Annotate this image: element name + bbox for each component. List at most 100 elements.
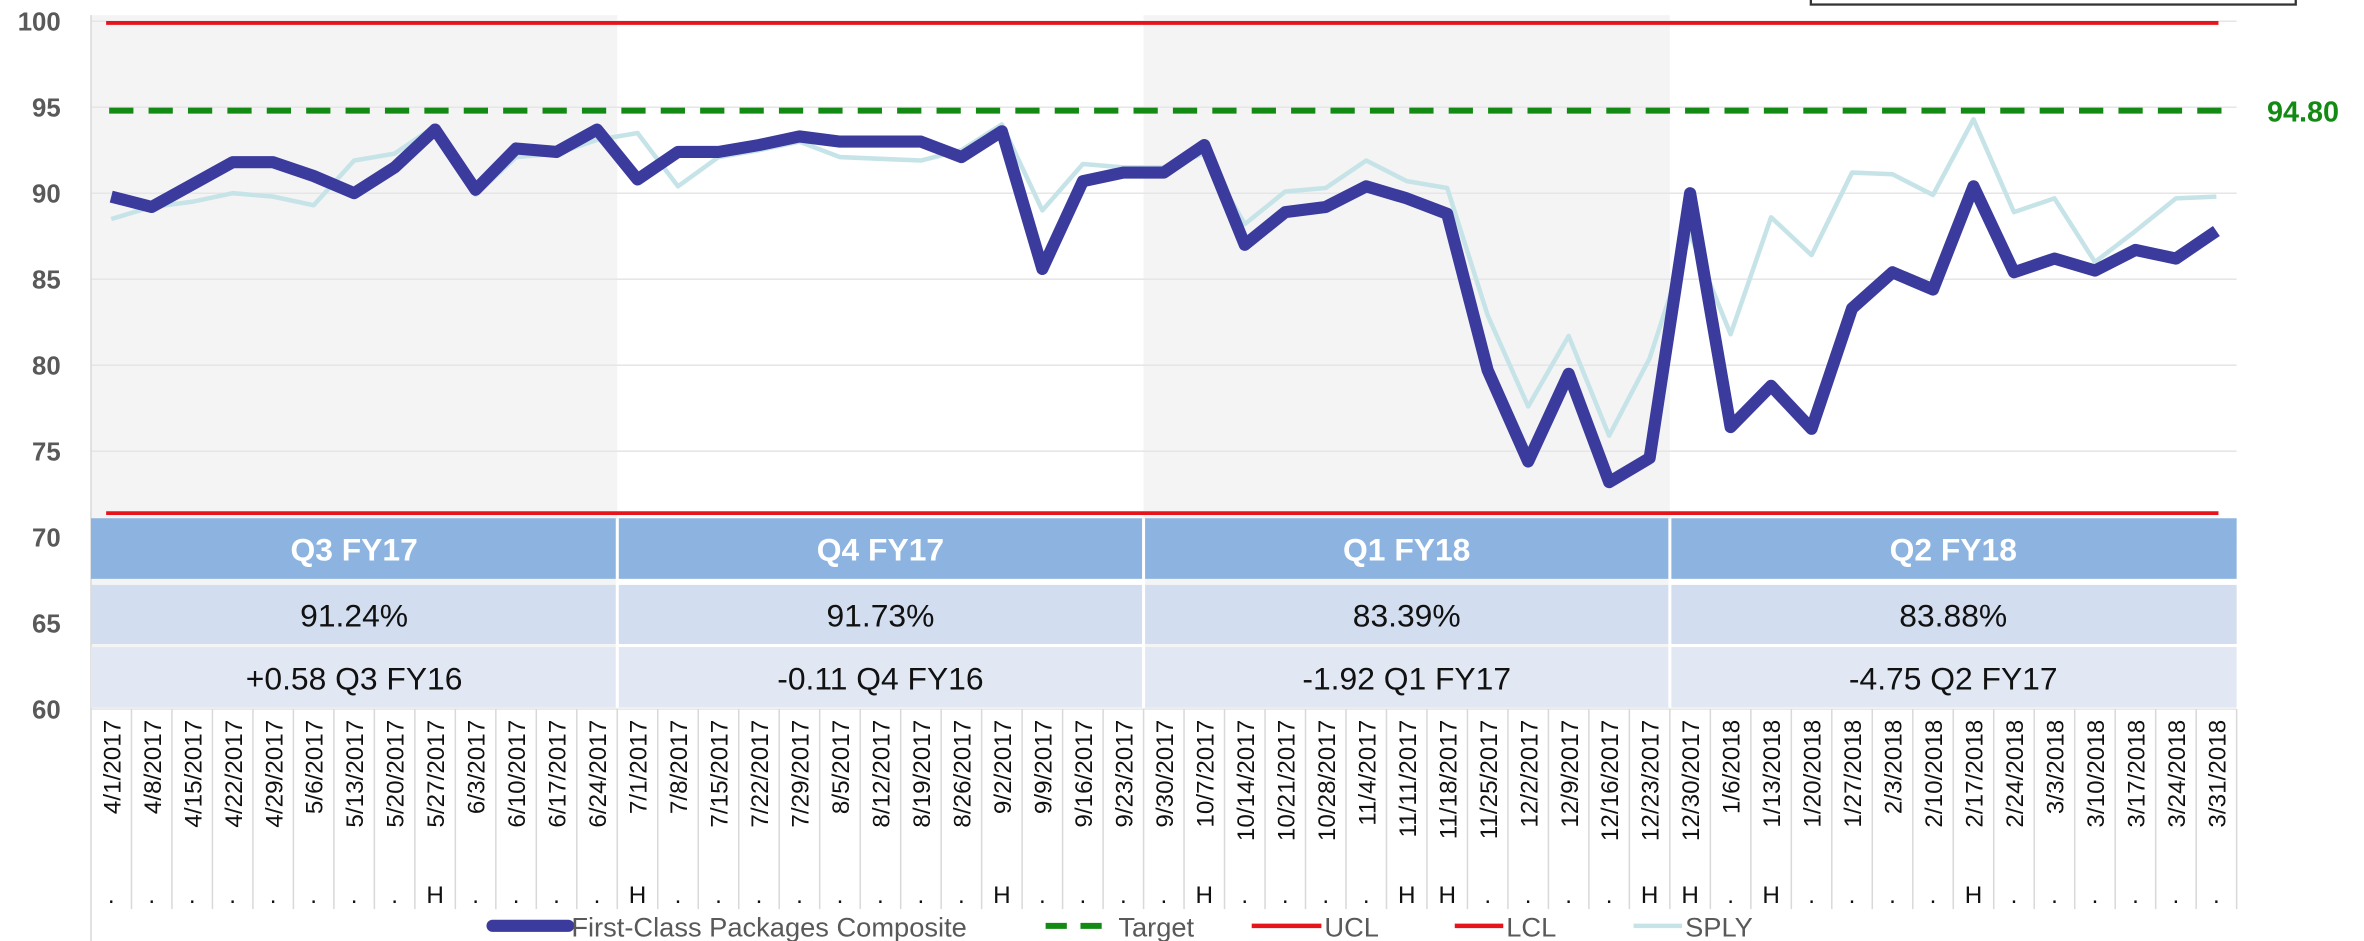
x-tick-label: 3/3/2018 [2043,720,2070,814]
x-tick-label: 6/3/2017 [464,720,491,814]
flag-label: . [472,882,479,909]
x-tick-label: 1/27/2018 [1840,720,1867,828]
flag-label: . [1039,882,1046,909]
x-tick-label: 7/15/2017 [707,720,734,828]
flag-label: . [958,882,965,909]
x-tick-label: 6/17/2017 [545,720,572,828]
y-tick-label: 85 [32,266,61,294]
flag-label: . [310,882,317,909]
x-tick-label: 11/11/2017 [1395,720,1422,838]
flag-label: . [594,882,601,909]
x-tick-label: 1/13/2018 [1759,720,1786,828]
flag-label: . [715,882,722,909]
flag-label: . [2011,882,2018,909]
table-text: 91.73% [826,598,934,634]
table-cell [90,647,618,708]
x-tick-label: 5/13/2017 [342,720,369,828]
y-tick-label: 95 [32,94,61,122]
x-tick-label: 10/14/2017 [1233,720,1260,841]
table-cell [1669,647,2237,708]
x-tick-label: 7/29/2017 [788,720,815,828]
table-cell [90,584,618,645]
flag-label: . [1282,882,1289,909]
x-tick-label: 8/26/2017 [949,720,976,828]
flag-label: . [2173,882,2180,909]
x-tick-label: 10/28/2017 [1314,720,1341,841]
x-tick-label: 9/16/2017 [1071,720,1098,828]
flag-label: . [756,882,763,909]
table-cell [1669,584,2237,645]
x-tick-label: 5/27/2017 [423,720,450,828]
x-tick-label: 9/2/2017 [990,720,1017,814]
x-tick-label: 2/17/2018 [1962,720,1989,828]
table-text: Q3 FY17 [290,532,417,568]
flag-label: . [1322,882,1329,909]
legend-label: SPLY [1685,911,1753,941]
legend-label: LCL [1506,911,1556,941]
flag-label: H [993,882,1011,909]
flag-label: H [1398,882,1416,909]
x-tick-label: 11/18/2017 [1435,720,1462,840]
flag-label: . [1079,882,1086,909]
x-tick-label: 2/10/2018 [1921,720,1948,828]
x-tick-label: 6/10/2017 [504,720,531,828]
flag-label: H [426,882,444,909]
x-tick-label: 10/21/2017 [1273,720,1300,841]
x-tick-label: 8/19/2017 [909,720,936,828]
flag-label: . [837,882,844,909]
flag-label: H [1438,882,1456,909]
flag-label: . [2051,882,2058,909]
flag-label: . [1930,882,1937,909]
x-tick-label: 2/24/2018 [2002,720,2029,828]
flag-label: . [108,882,115,909]
table-cell [1669,518,2237,579]
flag-label: . [1484,882,1491,909]
table-cell [617,518,1144,579]
flag-label: . [189,882,196,909]
flag-label: . [553,882,560,909]
x-tick-label: 3/24/2018 [2164,720,2191,828]
x-tick-label: 5/20/2017 [383,720,410,828]
y-tick-label: 100 [18,8,61,36]
flag-label: H [629,882,647,909]
x-tick-label: 4/29/2017 [261,720,288,828]
flag-label: . [1525,882,1532,909]
flag-label: . [877,882,884,909]
flag-label: . [270,882,277,909]
legend-label: First-Class Packages Composite [571,911,966,941]
flag-label: H [1965,882,1983,909]
table-text: Q1 FY18 [1343,532,1470,568]
x-tick-label: 11/25/2017 [1476,720,1503,840]
x-tick-label: 4/15/2017 [180,720,207,828]
x-tick-label: 12/30/2017 [1678,720,1705,841]
flag-label: H [1641,882,1659,909]
flag-label: . [918,882,925,909]
table-text: 83.39% [1353,598,1461,634]
flag-label: H [1681,882,1699,909]
x-tick-label: 5/6/2017 [302,720,329,814]
tooltip-edge [1809,0,2297,6]
flag-label: . [1606,882,1613,909]
flag-label: . [796,882,803,909]
flag-label: . [1363,882,1370,909]
table-cell [90,518,618,579]
table-text: Q4 FY17 [817,532,944,568]
table-text: -1.92 Q1 FY17 [1302,660,1511,696]
x-tick-label: 12/9/2017 [1557,720,1584,828]
x-tick-label: 3/10/2018 [2083,720,2110,828]
flag-label: . [148,882,155,909]
x-tick-label: 4/1/2017 [99,720,126,814]
table-text: 91.24% [300,598,408,634]
table-cell [617,584,1144,645]
table-cell [1143,584,1670,645]
flag-label: . [1889,882,1896,909]
x-tick-label: 10/7/2017 [1192,720,1219,828]
y-tick-label: 70 [32,524,61,552]
flag-label: . [1120,882,1127,909]
table-text: +0.58 Q3 FY16 [246,660,463,696]
flag-label: . [1849,882,1856,909]
flag-label: . [513,882,520,909]
x-tick-label: 7/22/2017 [747,720,774,828]
x-tick-label: 1/6/2018 [1719,720,1746,814]
